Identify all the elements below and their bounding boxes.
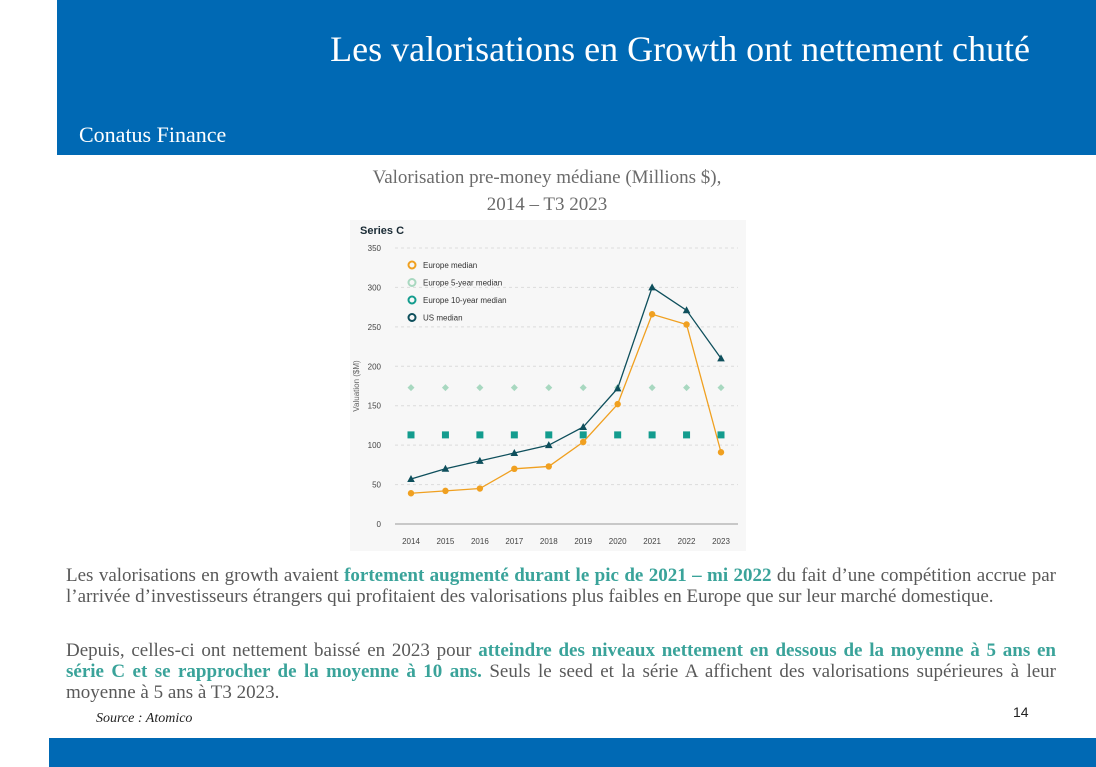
y-axis-label: Valuation ($M) xyxy=(352,360,361,412)
europe-median-point xyxy=(511,465,518,472)
us-median-point xyxy=(510,449,519,457)
us-median-point xyxy=(682,306,691,314)
slide-title: Les valorisations en Growth ont nettemen… xyxy=(330,29,1030,69)
y-tick-label: 0 xyxy=(377,520,382,529)
europe-median-point xyxy=(545,463,552,470)
europe-10-year-median-point xyxy=(545,431,553,439)
europe-median-point xyxy=(717,449,725,456)
us-median-point xyxy=(579,423,588,431)
chart-title: Series C xyxy=(360,225,404,237)
legend-marker-europe-10-year-median xyxy=(407,295,417,305)
us-median-line xyxy=(410,286,722,480)
europe-5-year-median-point xyxy=(717,384,725,392)
brand-name: Conatus Finance xyxy=(79,122,227,147)
paragraph-1-text-a: Les valorisations en growth avaient xyxy=(66,565,345,586)
x-tick-label: 2014 xyxy=(402,537,420,546)
paragraph-1-text-b: du fait d’une compétition accrue par l’a… xyxy=(66,565,1056,607)
source-note: Source : Atomico xyxy=(96,711,193,726)
y-tick-label: 50 xyxy=(372,481,381,490)
y-tick-label: 200 xyxy=(368,362,382,371)
legend-marker-europe-5-year-median xyxy=(407,278,417,287)
europe-10-year-median-point xyxy=(579,431,587,439)
paragraph-1-highlight: fortement augmenté durant le pic de 2021… xyxy=(344,565,772,586)
us-median-point xyxy=(544,441,553,449)
x-tick-label: 2018 xyxy=(540,537,558,546)
paragraph-2-text-a: Depuis, celles-ci ont nettement baissé e… xyxy=(66,640,479,661)
chart-caption: Valorisation pre-money médiane (Millions… xyxy=(300,164,794,218)
legend-label-europe-5-year-median: Europe 5-year median xyxy=(423,279,502,288)
us-median-point xyxy=(407,475,415,483)
europe-5-year-median-point xyxy=(510,384,518,392)
y-tick-label: 150 xyxy=(368,402,382,411)
europe-median-point xyxy=(442,487,449,495)
europe-10-year-median-point xyxy=(683,431,691,439)
europe-5-year-median-point xyxy=(545,384,553,392)
us-median-point xyxy=(648,283,656,291)
y-tick-label: 250 xyxy=(368,323,382,332)
us-median-point xyxy=(613,384,622,392)
us-median-point xyxy=(441,464,450,472)
header-bar: Les valorisations en Growth ont nettemen… xyxy=(57,0,1096,155)
europe-median-line xyxy=(410,313,722,494)
legend-label-europe-median: Europe median xyxy=(423,261,477,270)
paragraph-2: Depuis, celles-ci ont nettement baissé e… xyxy=(66,640,1056,703)
x-tick-label: 2015 xyxy=(437,537,455,546)
y-tick-label: 350 xyxy=(368,244,382,253)
x-tick-label: 2022 xyxy=(678,537,696,546)
europe-10-year-median-point xyxy=(441,431,449,439)
paragraph-2-text-b: Seuls le seed et la série A affichent de… xyxy=(66,661,1056,703)
y-tick-label: 100 xyxy=(368,441,382,450)
chart-caption-line1: Valorisation pre-money médiane (Millions… xyxy=(372,167,722,188)
y-tick-label: 300 xyxy=(368,283,382,292)
europe-10-year-median-point xyxy=(648,431,656,439)
europe-10-year-median-point xyxy=(476,431,484,439)
footer-bar xyxy=(49,738,1096,767)
paragraph-2-highlight: atteindre des niveaux nettement en desso… xyxy=(66,640,1056,682)
europe-median-point xyxy=(683,321,690,328)
us-median-point xyxy=(476,456,484,464)
europe-5-year-median-point xyxy=(579,384,587,392)
x-tick-label: 2016 xyxy=(471,537,489,546)
europe-5-year-median-point xyxy=(648,384,656,392)
x-tick-label: 2019 xyxy=(574,537,592,546)
europe-5-year-median-point xyxy=(407,384,415,392)
legend-marker-europe-median xyxy=(407,260,417,270)
europe-10-year-median-point xyxy=(717,431,725,439)
chart-container: Series C Valuation ($M) 0 50 100 150 200 250 300… xyxy=(350,220,746,551)
line-chart: Series C Valuation ($M) 0 50 100 150 200 250 300… xyxy=(352,225,738,546)
europe-median-point xyxy=(407,490,415,497)
legend-label-us-median: US median xyxy=(423,314,463,323)
europe-median-point xyxy=(580,438,587,446)
legend-label-europe-10-year-median: Europe 10-year median xyxy=(423,296,507,305)
x-tick-label: 2020 xyxy=(609,537,627,546)
europe-10-year-median-point xyxy=(614,431,622,439)
page-number: 14 xyxy=(1013,704,1029,720)
europe-10-year-median-point xyxy=(510,431,518,439)
legend-marker-us-median xyxy=(407,313,417,322)
europe-5-year-median-point xyxy=(683,384,691,392)
europe-10-year-median-point xyxy=(407,431,415,439)
us-median-point xyxy=(717,354,725,362)
europe-5-year-median-point xyxy=(476,384,484,392)
europe-median-point xyxy=(614,400,621,408)
europe-5-year-median-point xyxy=(441,384,449,392)
x-tick-label: 2023 xyxy=(712,537,730,546)
x-tick-label: 2021 xyxy=(643,537,661,546)
europe-median-point xyxy=(476,485,484,492)
europe-median-point xyxy=(648,311,656,318)
paragraph-1: Les valorisations en growth avaient fort… xyxy=(66,565,1056,607)
chart-caption-line2: 2014 – T3 2023 xyxy=(486,194,608,215)
x-tick-label: 2017 xyxy=(505,537,523,546)
